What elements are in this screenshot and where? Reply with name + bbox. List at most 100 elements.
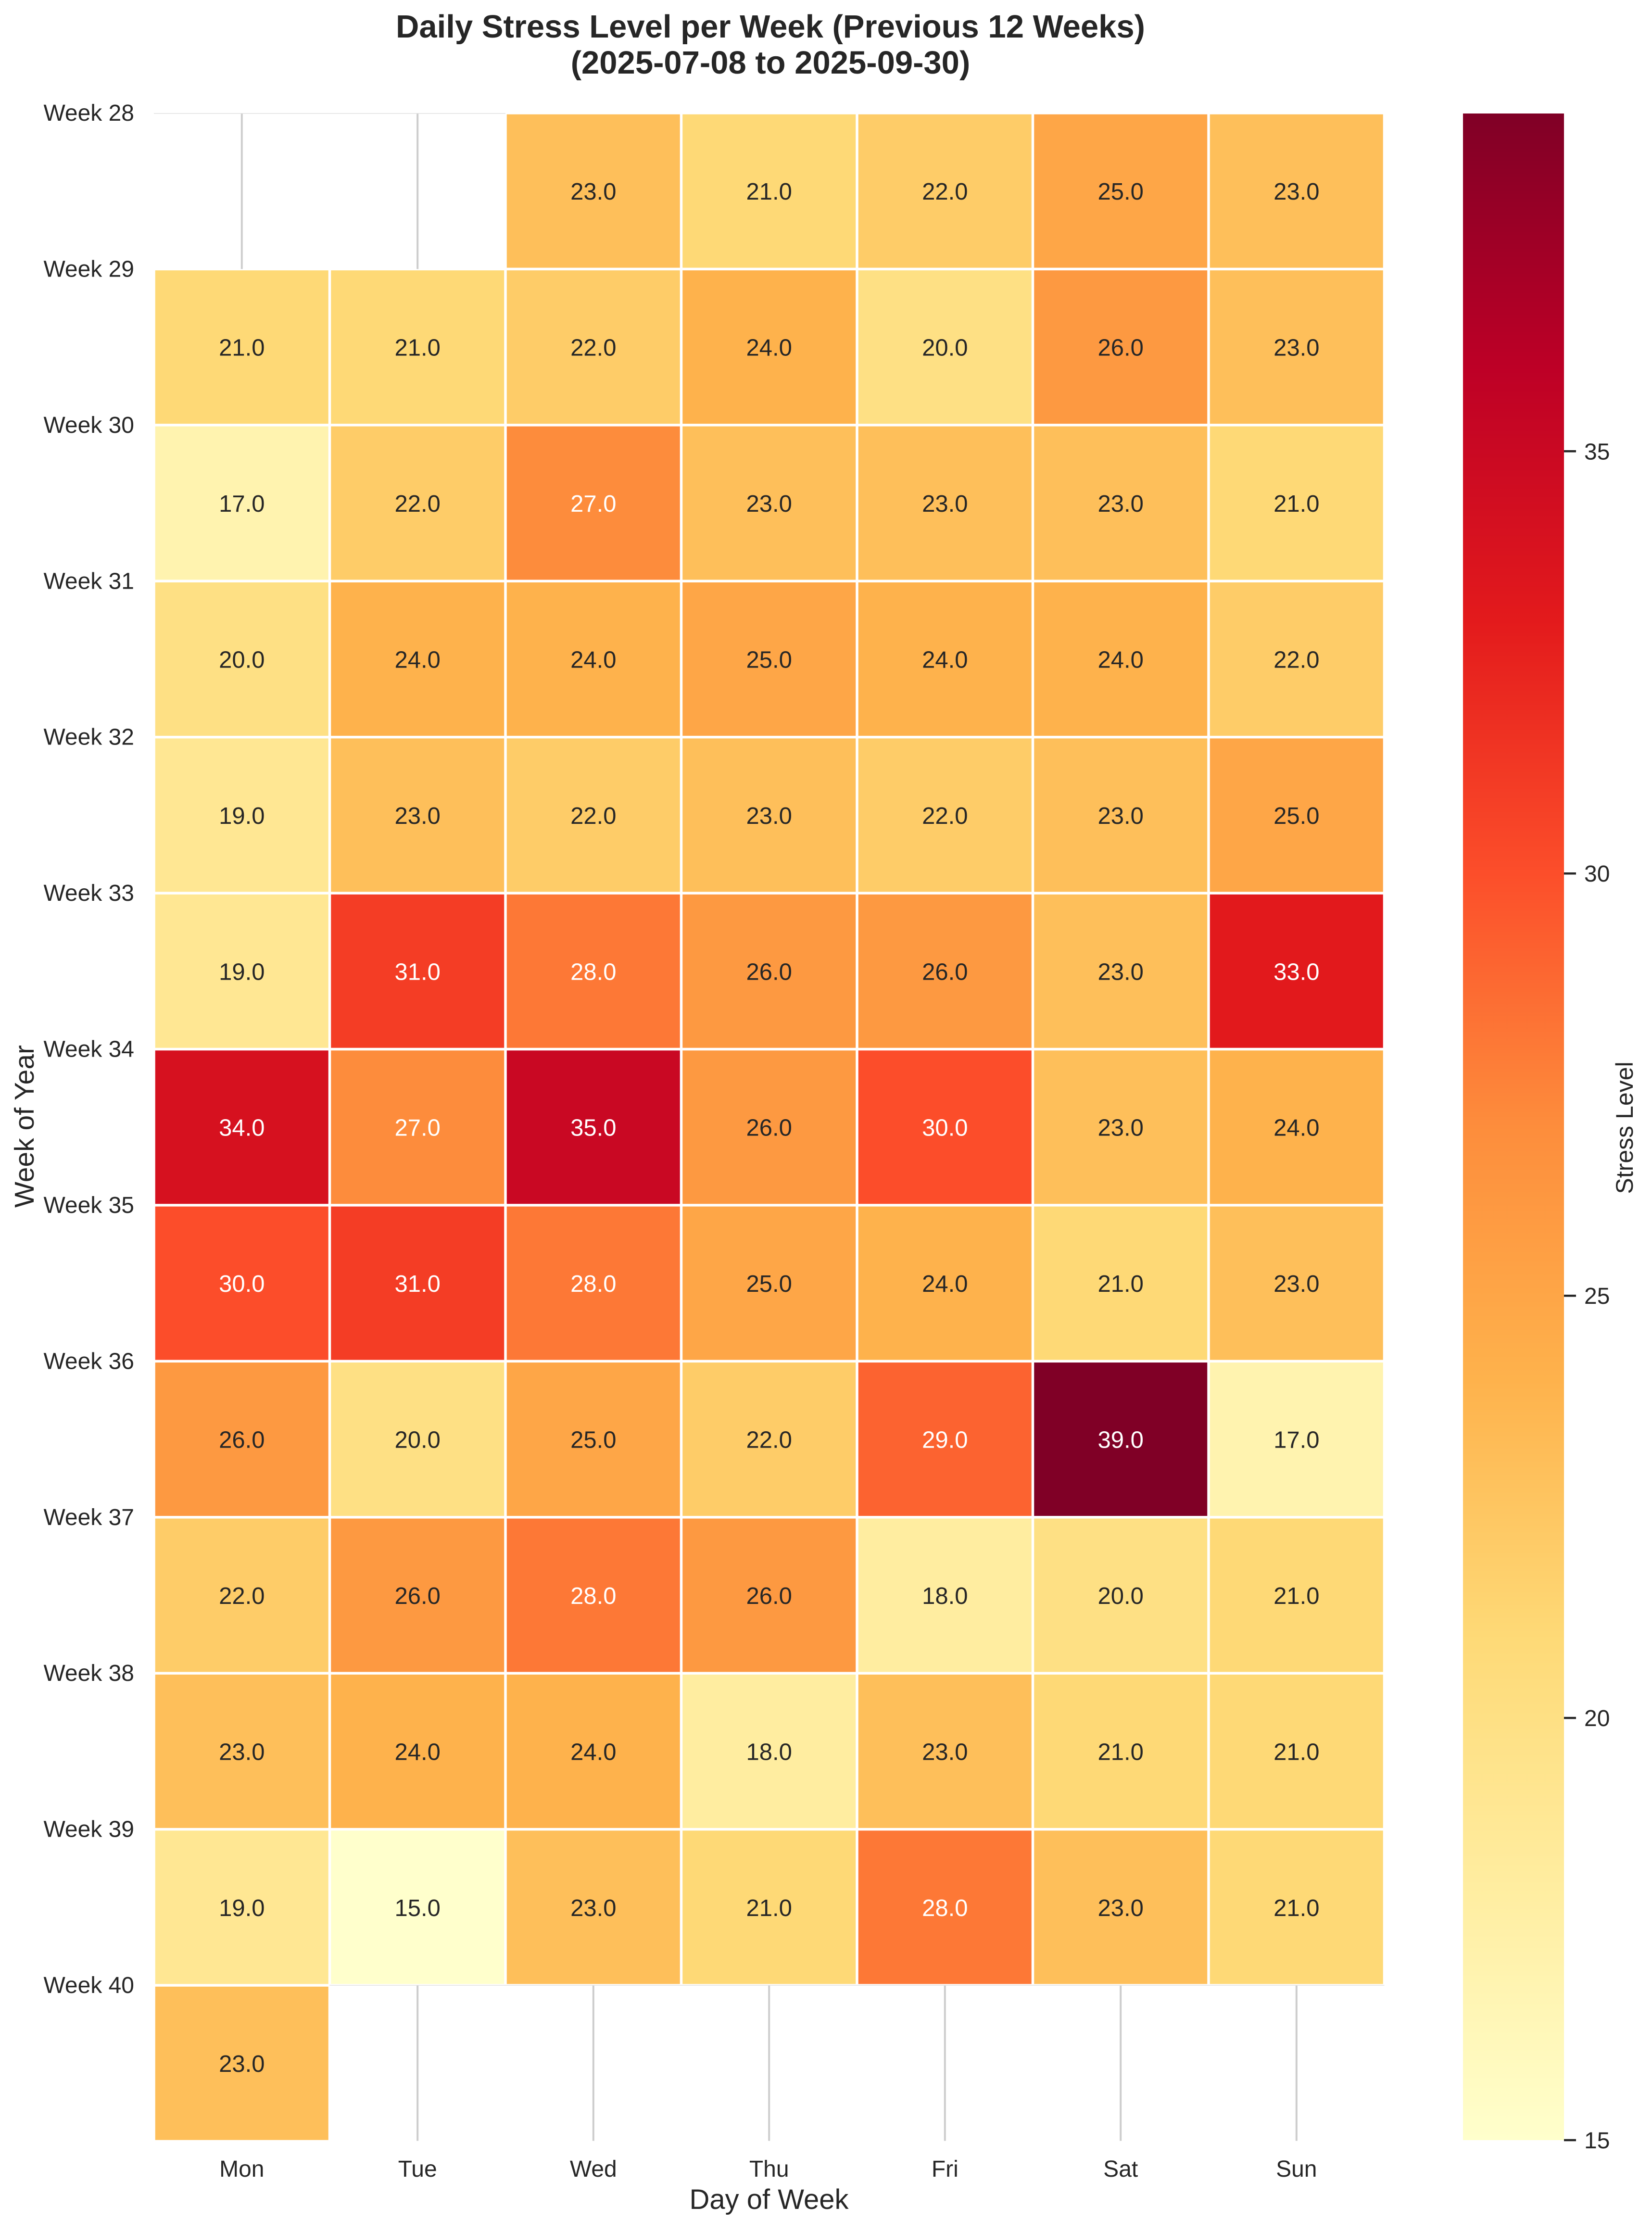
svg-text:35: 35 — [1584, 439, 1610, 465]
svg-text:Week of Year: Week of Year — [9, 1045, 40, 1208]
svg-text:22.0: 22.0 — [1274, 647, 1319, 673]
svg-text:31.0: 31.0 — [395, 959, 441, 985]
svg-text:23.0: 23.0 — [922, 491, 968, 517]
svg-text:22.0: 22.0 — [922, 179, 968, 205]
svg-text:29.0: 29.0 — [922, 1427, 968, 1453]
svg-text:21.0: 21.0 — [1098, 1271, 1144, 1297]
svg-text:18.0: 18.0 — [746, 1739, 792, 1765]
svg-text:18.0: 18.0 — [922, 1583, 968, 1609]
svg-text:30: 30 — [1584, 861, 1610, 887]
svg-text:Week 30: Week 30 — [43, 413, 134, 438]
svg-text:21.0: 21.0 — [1274, 1739, 1319, 1765]
svg-text:19.0: 19.0 — [219, 803, 265, 829]
svg-text:23.0: 23.0 — [922, 1739, 968, 1765]
svg-text:22.0: 22.0 — [922, 803, 968, 829]
svg-text:Stress Level: Stress Level — [1611, 1061, 1638, 1194]
svg-text:Thu: Thu — [749, 2156, 789, 2182]
svg-text:20.0: 20.0 — [922, 335, 968, 361]
svg-text:Week 38: Week 38 — [43, 1661, 134, 1686]
svg-text:Daily Stress Level per Week (P: Daily Stress Level per Week (Previous 12… — [396, 9, 1145, 45]
svg-text:17.0: 17.0 — [1274, 1427, 1319, 1453]
svg-text:25.0: 25.0 — [1098, 179, 1144, 205]
svg-text:21.0: 21.0 — [746, 1895, 792, 1921]
svg-text:26.0: 26.0 — [922, 959, 968, 985]
svg-text:21.0: 21.0 — [395, 335, 441, 361]
svg-text:21.0: 21.0 — [219, 335, 265, 361]
svg-text:Sun: Sun — [1276, 2156, 1317, 2182]
svg-text:Week 39: Week 39 — [43, 1817, 134, 1842]
svg-text:23.0: 23.0 — [570, 179, 616, 205]
svg-text:24.0: 24.0 — [395, 1739, 441, 1765]
svg-text:15: 15 — [1584, 2128, 1610, 2154]
svg-text:21.0: 21.0 — [1274, 491, 1319, 517]
svg-text:Week 31: Week 31 — [43, 568, 134, 594]
svg-text:21.0: 21.0 — [1098, 1739, 1144, 1765]
svg-text:22.0: 22.0 — [570, 335, 616, 361]
svg-text:15.0: 15.0 — [395, 1895, 441, 1921]
svg-text:24.0: 24.0 — [395, 647, 441, 673]
svg-text:21.0: 21.0 — [1274, 1895, 1319, 1921]
svg-text:23.0: 23.0 — [1274, 179, 1319, 205]
svg-text:23.0: 23.0 — [395, 803, 441, 829]
svg-text:25.0: 25.0 — [746, 647, 792, 673]
svg-text:23.0: 23.0 — [746, 491, 792, 517]
svg-text:26.0: 26.0 — [746, 1115, 792, 1141]
svg-text:28.0: 28.0 — [570, 1271, 616, 1297]
svg-text:19.0: 19.0 — [219, 959, 265, 985]
svg-text:Fri: Fri — [932, 2156, 958, 2182]
svg-text:20.0: 20.0 — [219, 647, 265, 673]
svg-text:21.0: 21.0 — [746, 179, 792, 205]
svg-text:27.0: 27.0 — [395, 1115, 441, 1141]
svg-text:26.0: 26.0 — [746, 959, 792, 985]
svg-text:24.0: 24.0 — [922, 1271, 968, 1297]
svg-text:Week 36: Week 36 — [43, 1349, 134, 1374]
svg-text:26.0: 26.0 — [395, 1583, 441, 1609]
svg-text:20: 20 — [1584, 1706, 1610, 1731]
svg-text:35.0: 35.0 — [570, 1115, 616, 1141]
svg-text:23.0: 23.0 — [1098, 803, 1144, 829]
svg-text:Sat: Sat — [1103, 2156, 1138, 2182]
svg-text:23.0: 23.0 — [1274, 335, 1319, 361]
svg-text:34.0: 34.0 — [219, 1115, 265, 1141]
svg-text:31.0: 31.0 — [395, 1271, 441, 1297]
svg-text:23.0: 23.0 — [570, 1895, 616, 1921]
svg-text:25.0: 25.0 — [1274, 803, 1319, 829]
svg-text:Week 28: Week 28 — [43, 101, 134, 126]
svg-text:23.0: 23.0 — [1098, 959, 1144, 985]
svg-text:23.0: 23.0 — [219, 2051, 265, 2077]
svg-text:22.0: 22.0 — [395, 491, 441, 517]
svg-text:22.0: 22.0 — [746, 1427, 792, 1453]
svg-text:Week 32: Week 32 — [43, 725, 134, 750]
svg-text:Mon: Mon — [219, 2156, 264, 2182]
svg-text:24.0: 24.0 — [570, 647, 616, 673]
svg-text:25.0: 25.0 — [570, 1427, 616, 1453]
svg-text:Week 34: Week 34 — [43, 1037, 134, 1062]
svg-text:24.0: 24.0 — [746, 335, 792, 361]
svg-text:17.0: 17.0 — [219, 491, 265, 517]
svg-text:28.0: 28.0 — [570, 959, 616, 985]
svg-text:30.0: 30.0 — [922, 1115, 968, 1141]
svg-text:Day of Week: Day of Week — [690, 2184, 849, 2215]
svg-text:23.0: 23.0 — [1098, 1895, 1144, 1921]
svg-text:23.0: 23.0 — [219, 1739, 265, 1765]
svg-text:20.0: 20.0 — [395, 1427, 441, 1453]
svg-text:Week 37: Week 37 — [43, 1505, 134, 1530]
svg-text:23.0: 23.0 — [1098, 1115, 1144, 1141]
svg-text:Week 29: Week 29 — [43, 256, 134, 282]
svg-text:33.0: 33.0 — [1274, 959, 1319, 985]
svg-text:Week 33: Week 33 — [43, 881, 134, 906]
svg-text:24.0: 24.0 — [570, 1739, 616, 1765]
svg-text:39.0: 39.0 — [1098, 1427, 1144, 1453]
svg-text:(2025-07-08 to 2025-09-30): (2025-07-08 to 2025-09-30) — [571, 45, 971, 81]
svg-text:20.0: 20.0 — [1098, 1583, 1144, 1609]
svg-text:30.0: 30.0 — [219, 1271, 265, 1297]
svg-text:22.0: 22.0 — [570, 803, 616, 829]
svg-text:28.0: 28.0 — [570, 1583, 616, 1609]
svg-text:23.0: 23.0 — [746, 803, 792, 829]
svg-text:24.0: 24.0 — [1098, 647, 1144, 673]
svg-text:24.0: 24.0 — [922, 647, 968, 673]
svg-text:19.0: 19.0 — [219, 1895, 265, 1921]
svg-text:26.0: 26.0 — [1098, 335, 1144, 361]
svg-text:22.0: 22.0 — [219, 1583, 265, 1609]
svg-text:25.0: 25.0 — [746, 1271, 792, 1297]
